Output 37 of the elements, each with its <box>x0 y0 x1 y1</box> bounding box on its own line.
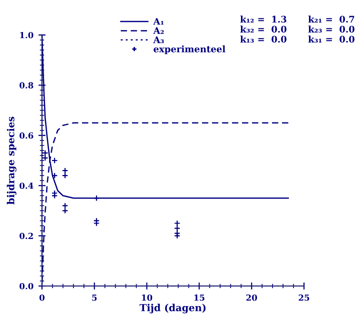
y-tick-label: 0.8 <box>20 82 34 88</box>
point <box>51 190 58 196</box>
point <box>174 225 180 232</box>
x-tick-label: 15 <box>194 294 204 301</box>
x-tick-label: 10 <box>142 294 152 301</box>
point <box>174 220 180 226</box>
y-tick-label: 0.4 <box>20 182 34 189</box>
point <box>93 218 100 224</box>
x-tick-label: 20 <box>246 294 258 301</box>
point <box>93 220 100 226</box>
legend-label: A₁ <box>153 18 164 25</box>
point <box>51 172 58 179</box>
point <box>62 202 68 209</box>
x-axis-title: Tijd (dagen) <box>140 304 206 314</box>
text: k₂₃ = 0.0 <box>308 26 354 33</box>
x-tick-label: 0 <box>39 294 45 301</box>
text: k₁₂ = 1.3 <box>240 16 286 23</box>
text: k₃₂ = 0.0 <box>240 26 286 33</box>
annotation: k₁₃ = 0.0 <box>240 36 286 43</box>
point <box>51 157 58 164</box>
y-tick-label: 0.0 <box>20 282 34 290</box>
text: k₂₁ = 0.7 <box>308 16 354 23</box>
x-tick-label: 5 <box>92 294 97 301</box>
point <box>62 208 68 214</box>
x-tick-label: 25 <box>298 294 310 301</box>
legend-label: A₂ <box>153 27 164 34</box>
y-tick-label: 0.2 <box>20 232 33 240</box>
text: k₃₁ = 0.0 <box>308 36 354 43</box>
legend-label: experimenteel <box>154 45 226 54</box>
point <box>62 167 68 174</box>
point <box>42 154 48 162</box>
y-axis-title: bijdrage species <box>6 116 16 204</box>
point <box>93 194 100 202</box>
legend-label: A₃ <box>153 36 164 44</box>
y-tick-label: 0.6 <box>20 132 34 139</box>
y-tick-label: 1.0 <box>20 32 34 38</box>
point <box>62 172 68 179</box>
